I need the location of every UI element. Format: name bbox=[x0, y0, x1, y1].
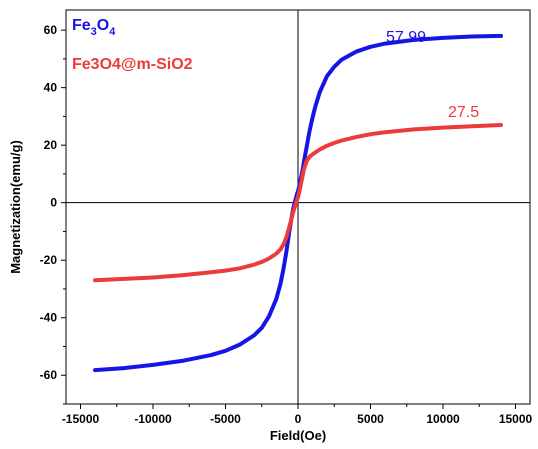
legend-entry-fe3o4: Fe3O4 bbox=[72, 17, 116, 38]
x-tick-label: -10000 bbox=[134, 412, 172, 426]
legend-fe3o4-o: O bbox=[97, 17, 109, 34]
y-tick-label: 40 bbox=[44, 81, 58, 95]
tick-marks bbox=[61, 29, 516, 409]
y-tick-label: -60 bbox=[40, 368, 58, 382]
tick-labels: -15000 -10000 -5000 0 5000 10000 15000 -60 -40 -2… bbox=[40, 23, 533, 426]
x-axis-title: Field(Oe) bbox=[270, 428, 326, 443]
y-tick-label: 60 bbox=[44, 23, 58, 37]
legend-fe3o4-fe: Fe bbox=[72, 17, 91, 34]
x-tick-label: 10000 bbox=[426, 412, 460, 426]
x-tick-label: 5000 bbox=[357, 412, 384, 426]
x-tick-label: 15000 bbox=[499, 412, 533, 426]
y-tick-label: 0 bbox=[50, 196, 57, 210]
y-tick-label: 20 bbox=[44, 138, 58, 152]
series-layer bbox=[93, 33, 503, 373]
x-tick-label: -15000 bbox=[62, 412, 100, 426]
annotation-fe3o4-saturation: 57.99 bbox=[386, 29, 426, 46]
series-line-fe3o4-m-sio2 bbox=[93, 123, 503, 283]
y-tick-label: -20 bbox=[40, 253, 58, 267]
legend-fe3o4-sub4: 4 bbox=[109, 26, 116, 38]
annotation-fe3o4-m-sio2-saturation: 27.5 bbox=[448, 104, 479, 121]
x-tick-label: 0 bbox=[295, 412, 302, 426]
y-axis-title: Magnetization(emu/g) bbox=[8, 140, 23, 274]
legend-fe3o4-sub3: 3 bbox=[91, 26, 97, 38]
y-tick-label: -40 bbox=[40, 311, 58, 325]
legend-entry-fe3o4-m-sio2: Fe3O4@m-SiO2 bbox=[72, 56, 193, 73]
x-tick-label: -5000 bbox=[210, 412, 241, 426]
